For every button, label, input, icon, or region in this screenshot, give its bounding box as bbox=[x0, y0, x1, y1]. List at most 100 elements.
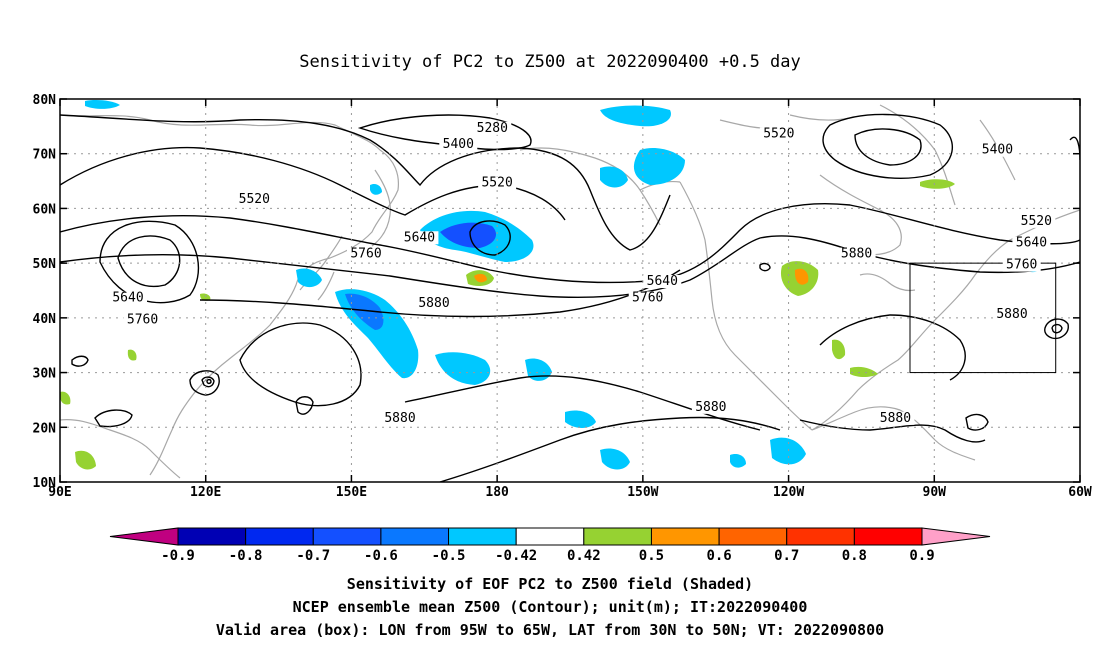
colorbar-label-5: -0.42 bbox=[495, 548, 537, 564]
contour-label-16: 5760 bbox=[1006, 258, 1037, 273]
lon-tick-label-2: 150E bbox=[336, 485, 367, 500]
negative-blob-mexico bbox=[730, 454, 746, 468]
contour-label-bg-4 bbox=[478, 176, 517, 190]
contour-label-2: 5520 bbox=[763, 126, 794, 141]
contour-label-bg-18 bbox=[691, 400, 730, 414]
coastline-asia bbox=[60, 114, 400, 476]
colorbar-label-10: 0.8 bbox=[842, 548, 867, 564]
colorbar-swatch-9 bbox=[786, 527, 855, 546]
contour-small-sw bbox=[71, 355, 89, 367]
contour-5880-south bbox=[439, 416, 781, 482]
contour-label-15: 5640 bbox=[1016, 236, 1047, 251]
contour-label-bg-1 bbox=[439, 138, 478, 152]
colorbar-low-extension bbox=[109, 527, 179, 546]
positive-blob-west-3 bbox=[127, 349, 137, 361]
lon-tick-label-6: 90W bbox=[923, 485, 947, 500]
colorbar-swatch-7 bbox=[650, 527, 720, 546]
contour-high-west-inner bbox=[201, 376, 215, 388]
lat-tick-label-2: 60N bbox=[33, 202, 57, 217]
contour-label-4: 5520 bbox=[481, 176, 512, 191]
contour-label-bg-3 bbox=[978, 143, 1017, 157]
contour-label-bg-7 bbox=[347, 247, 385, 261]
negative-blob-kamchatka bbox=[370, 183, 382, 195]
contour-5880-east bbox=[819, 314, 966, 381]
contour-small-ne-1 bbox=[759, 262, 771, 272]
contour-low-bering bbox=[469, 220, 511, 256]
contour-label-10: 5880 bbox=[418, 296, 449, 311]
coastline-north-america-west bbox=[679, 181, 813, 431]
contour-label-bg-13 bbox=[837, 247, 876, 261]
colorbar-swatch-0 bbox=[177, 527, 247, 546]
lon-tick-label-0: 90E bbox=[48, 485, 71, 500]
contour-label-5: 5520 bbox=[239, 192, 270, 207]
contour-labels: 5280540055205400552055205640576056405760… bbox=[109, 121, 1056, 426]
positive-blob-gulf-2 bbox=[850, 366, 878, 377]
contour-gulf-small bbox=[965, 413, 989, 431]
positive-blob-pacific-core bbox=[474, 273, 487, 283]
colorbar-swatch-10 bbox=[853, 527, 923, 546]
lat-tick-label-6: 20N bbox=[33, 421, 57, 436]
latitude-axis: 80N 70N 60N 50N 40N 30N 20N 10N bbox=[33, 93, 1080, 491]
negative-blob-arctic-west bbox=[85, 100, 120, 109]
longitude-axis: 90E 120E 150E 180 150W 120W 90W 60W bbox=[48, 99, 1092, 500]
caption-line-3: Valid area (box): LON from 95W to 65W, L… bbox=[216, 621, 884, 639]
contour-label-8: 5640 bbox=[112, 290, 143, 305]
colorbar-label-2: -0.7 bbox=[296, 548, 330, 564]
colorbar-label-9: 0.7 bbox=[774, 548, 799, 564]
contour-low-ne-canada bbox=[822, 113, 953, 179]
contour-label-bg-2 bbox=[759, 127, 798, 141]
colorbar: -0.9 -0.8 -0.7 -0.6 -0.5 -0.42 0.42 0.5 0.6 0.7 0.… bbox=[109, 527, 991, 564]
negative-blob-south-2 bbox=[600, 448, 630, 470]
contour-label-bg-6 bbox=[400, 231, 439, 245]
contour-label-bg-20 bbox=[876, 411, 915, 425]
contour-label-1: 5400 bbox=[443, 137, 474, 152]
contour-label-bg-8 bbox=[109, 291, 147, 305]
contour-small-west bbox=[94, 409, 133, 428]
contour-5880-main bbox=[199, 269, 681, 318]
positive-blob-west-2 bbox=[75, 450, 96, 470]
colorbar-label-6: 0.42 bbox=[567, 548, 601, 564]
valid-area-box bbox=[909, 262, 1057, 374]
negative-blob-arctic-3 bbox=[600, 166, 628, 188]
contour-label-0: 5280 bbox=[477, 121, 508, 136]
negative-blob-south-1 bbox=[565, 410, 596, 428]
negative-blob-arctic-2 bbox=[633, 148, 685, 185]
colorbar-label-11: 0.9 bbox=[909, 548, 934, 564]
contour-label-14: 5520 bbox=[1021, 214, 1052, 229]
positive-blob-great-lakes-core bbox=[794, 268, 809, 285]
lat-tick-label-7: 10N bbox=[33, 476, 57, 491]
coastline-great-lakes bbox=[859, 273, 916, 292]
colorbar-label-3: -0.6 bbox=[364, 548, 398, 564]
negative-blob-nw-pacific-core bbox=[345, 293, 384, 330]
contour-label-3: 5400 bbox=[982, 143, 1013, 158]
lon-tick-label-5: 120W bbox=[773, 485, 804, 500]
contour-small-hi bbox=[295, 396, 314, 415]
colorbar-label-7: 0.5 bbox=[639, 548, 664, 564]
contour-atlantic-high bbox=[1044, 318, 1069, 340]
contour-label-7: 5760 bbox=[350, 247, 381, 262]
caption-line-1: Sensitivity of EOF PC2 to Z500 field (Sh… bbox=[347, 575, 753, 593]
contour-label-bg-11 bbox=[643, 275, 682, 289]
contour-label-17: 5880 bbox=[996, 307, 1027, 322]
contour-label-bg-9 bbox=[123, 313, 162, 327]
positive-blob-west-1 bbox=[60, 391, 71, 405]
z500-contours bbox=[60, 113, 1080, 482]
positive-blob-gulf bbox=[832, 339, 846, 360]
contour-label-bg-5 bbox=[235, 192, 274, 206]
coastline-gulf-mexico bbox=[811, 406, 976, 461]
colorbar-label-4: -0.5 bbox=[432, 548, 466, 564]
contour-label-18: 5880 bbox=[695, 400, 726, 415]
map-frame bbox=[59, 98, 1081, 483]
contour-label-19: 5880 bbox=[384, 411, 415, 426]
lat-lon-grid bbox=[60, 99, 1080, 482]
coastline-china-south bbox=[60, 419, 181, 479]
contour-label-bg-16 bbox=[1002, 258, 1041, 272]
colorbar-swatch-5 bbox=[515, 527, 585, 546]
lon-tick-label-7: 60W bbox=[1068, 485, 1092, 500]
figure-title: Sensitivity of PC2 to Z500 at 2022090400… bbox=[299, 52, 801, 72]
colorbar-label-1: -0.8 bbox=[229, 548, 263, 564]
contour-label-9: 5760 bbox=[127, 312, 158, 327]
contour-label-20: 5880 bbox=[880, 411, 911, 426]
colorbar-swatch-8 bbox=[718, 527, 788, 546]
